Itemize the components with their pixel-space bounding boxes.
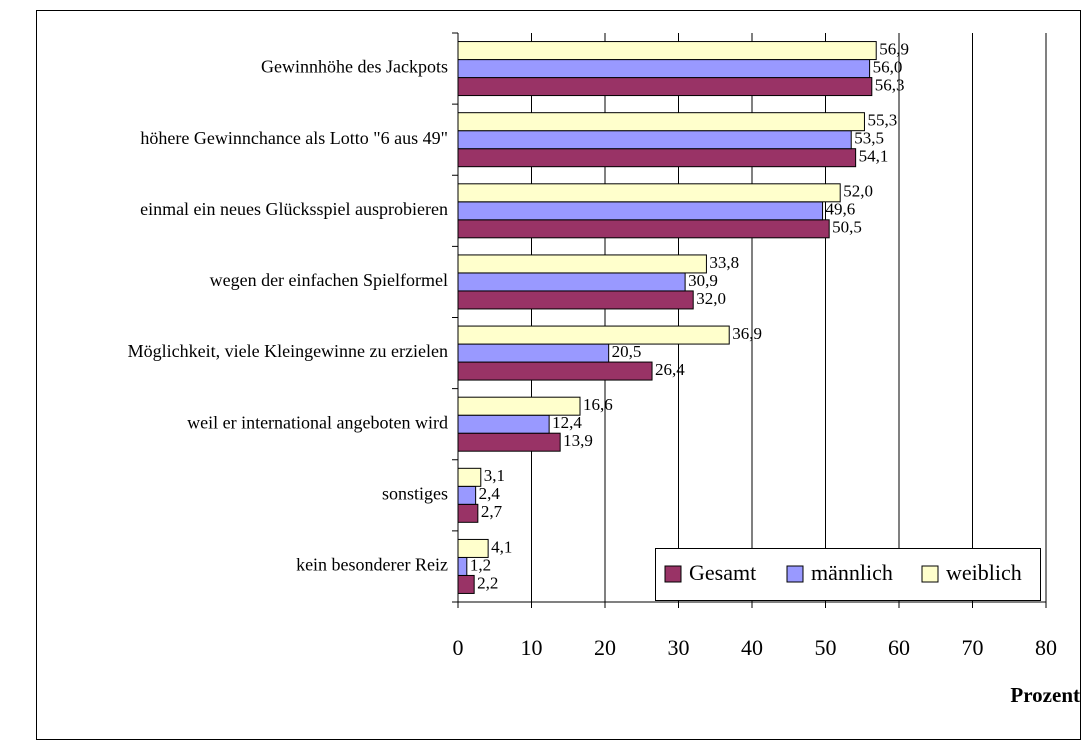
y-tick-label: kein besonderer Reiz (296, 555, 448, 575)
data-label: 30,9 (688, 271, 718, 290)
y-tick-label: Gewinnhöhe des Jackpots (261, 57, 448, 77)
x-tick-label: 30 (668, 635, 690, 660)
bar (457, 538, 489, 558)
bar (457, 219, 830, 239)
bar (457, 254, 707, 274)
data-label: 2,4 (479, 484, 501, 503)
legend-label: männlich (811, 560, 893, 585)
bar (457, 432, 561, 452)
legend-swatch (921, 565, 939, 583)
legend-label: weiblich (946, 560, 1022, 585)
legend: Gesamt männlich weiblich (655, 548, 1041, 601)
data-label: 13,9 (563, 431, 593, 450)
data-label: 56,3 (875, 75, 905, 94)
bar (457, 503, 479, 523)
bar (457, 183, 841, 203)
bar (457, 201, 824, 221)
x-tick-label: 70 (962, 635, 984, 660)
bar (457, 396, 581, 416)
x-tick-label: 80 (1035, 635, 1057, 660)
data-label: 16,6 (583, 395, 613, 414)
bar (457, 290, 694, 310)
data-label: 20,5 (612, 342, 642, 361)
data-label: 1,2 (470, 555, 491, 574)
bar (457, 414, 550, 434)
data-label: 49,6 (826, 200, 856, 219)
data-label: 4,1 (491, 537, 512, 556)
bar (457, 361, 653, 381)
bar (457, 556, 468, 576)
bar (457, 112, 865, 132)
legend-swatch (786, 565, 804, 583)
x-axis-label: Prozent (1010, 683, 1080, 707)
x-tick-label: 0 (453, 635, 464, 660)
bar (457, 485, 477, 505)
bar (457, 343, 610, 363)
bar (457, 130, 852, 150)
legend-swatch (664, 565, 682, 583)
bar (457, 59, 871, 79)
bar (457, 41, 877, 61)
data-label: 53,5 (854, 129, 884, 148)
y-tick-label: sonstiges (382, 483, 448, 503)
bar (457, 77, 873, 97)
x-tick-label: 60 (888, 635, 910, 660)
bar (457, 467, 482, 487)
data-label: 54,1 (859, 147, 889, 166)
data-label: 26,4 (655, 360, 685, 379)
data-label: 50,5 (832, 218, 862, 237)
x-tick-label: 20 (594, 635, 616, 660)
y-tick-label: einmal ein neues Glücksspiel ausprobiere… (140, 199, 448, 219)
x-tick-label: 50 (815, 635, 837, 660)
data-label: 12,4 (552, 413, 582, 432)
y-tick-label: höhere Gewinnchance als Lotto "6 aus 49" (140, 128, 448, 148)
data-label: 3,1 (484, 466, 505, 485)
y-tick-label: Möglichkeit, viele Kleingewinne zu erzie… (128, 341, 448, 361)
data-label: 2,7 (481, 502, 503, 521)
data-label: 52,0 (843, 182, 873, 201)
x-tick-label: 40 (741, 635, 763, 660)
data-label: 56,0 (873, 57, 903, 76)
data-label: 2,2 (477, 573, 498, 592)
legend-label: Gesamt (689, 560, 756, 585)
data-label: 56,9 (879, 39, 909, 58)
y-tick-label: weil er international angeboten wird (187, 412, 448, 432)
bar (457, 325, 730, 345)
x-tick-label: 10 (521, 635, 543, 660)
bar (457, 272, 686, 292)
legend-box (655, 548, 1041, 601)
bar (457, 574, 475, 594)
bar (457, 148, 857, 168)
y-tick-label: wegen der einfachen Spielformel (210, 270, 448, 290)
data-label: 55,3 (867, 111, 897, 130)
data-label: 33,8 (709, 253, 739, 272)
data-label: 32,0 (696, 289, 726, 308)
data-label: 36,9 (732, 324, 762, 343)
